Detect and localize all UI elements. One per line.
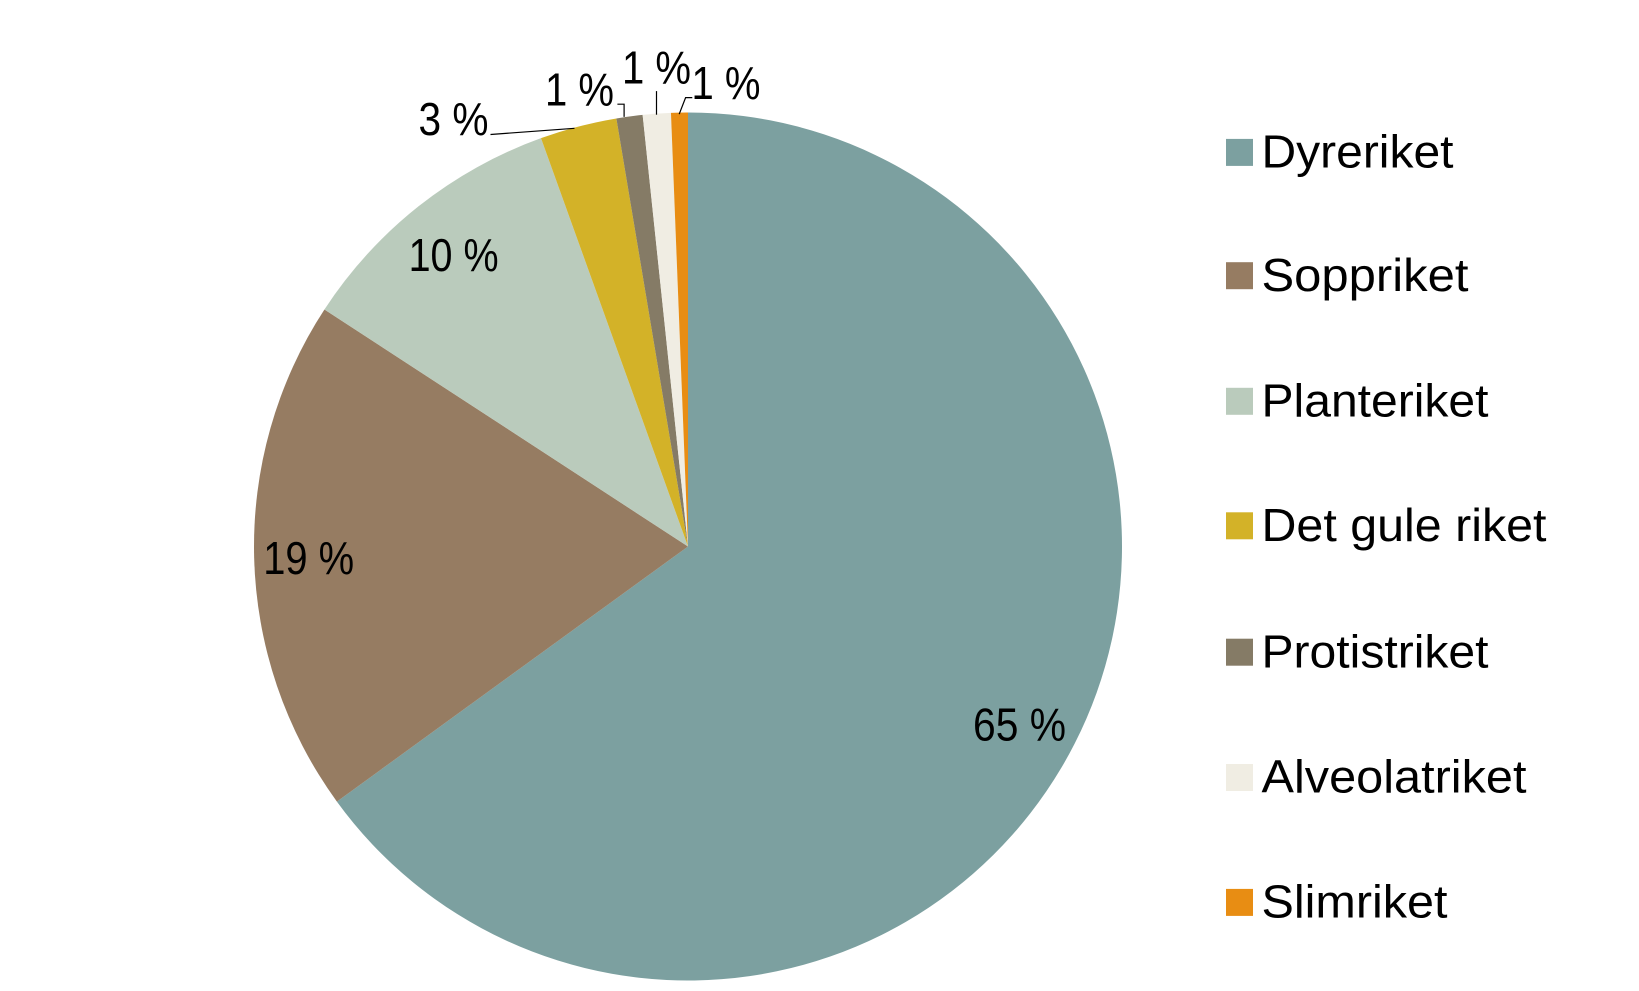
- svg-text:Protistriket: Protistriket: [1262, 625, 1489, 677]
- svg-text:1 %: 1 %: [545, 64, 614, 116]
- svg-text:Dyreriket: Dyreriket: [1262, 126, 1454, 178]
- svg-text:10 %: 10 %: [409, 229, 499, 281]
- svg-text:1 %: 1 %: [622, 42, 691, 94]
- svg-text:Planteriket: Planteriket: [1262, 375, 1489, 427]
- svg-text:65 %: 65 %: [973, 699, 1066, 751]
- svg-text:Soppriket: Soppriket: [1262, 249, 1469, 301]
- svg-text:3 %: 3 %: [419, 93, 489, 145]
- svg-text:Alveolatriket: Alveolatriket: [1262, 751, 1527, 803]
- svg-text:19 %: 19 %: [263, 532, 354, 584]
- svg-text:Det gule riket: Det gule riket: [1262, 499, 1547, 551]
- svg-text:Slimriket: Slimriket: [1262, 876, 1448, 928]
- svg-text:1 %: 1 %: [692, 57, 761, 109]
